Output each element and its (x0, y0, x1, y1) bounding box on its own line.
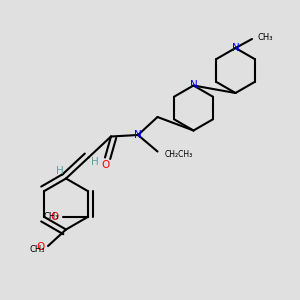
Text: N: N (232, 43, 239, 53)
Text: H: H (91, 157, 98, 167)
Text: O: O (101, 160, 109, 170)
Text: CH₃: CH₃ (29, 244, 45, 253)
Text: CH₃: CH₃ (257, 33, 273, 42)
Text: H: H (56, 166, 64, 176)
Text: O: O (36, 242, 45, 253)
Text: O: O (50, 212, 58, 222)
Text: N: N (190, 80, 197, 91)
Text: CH₂CH₃: CH₂CH₃ (165, 150, 193, 159)
Text: CH₃: CH₃ (43, 212, 58, 221)
Text: N: N (134, 130, 142, 140)
